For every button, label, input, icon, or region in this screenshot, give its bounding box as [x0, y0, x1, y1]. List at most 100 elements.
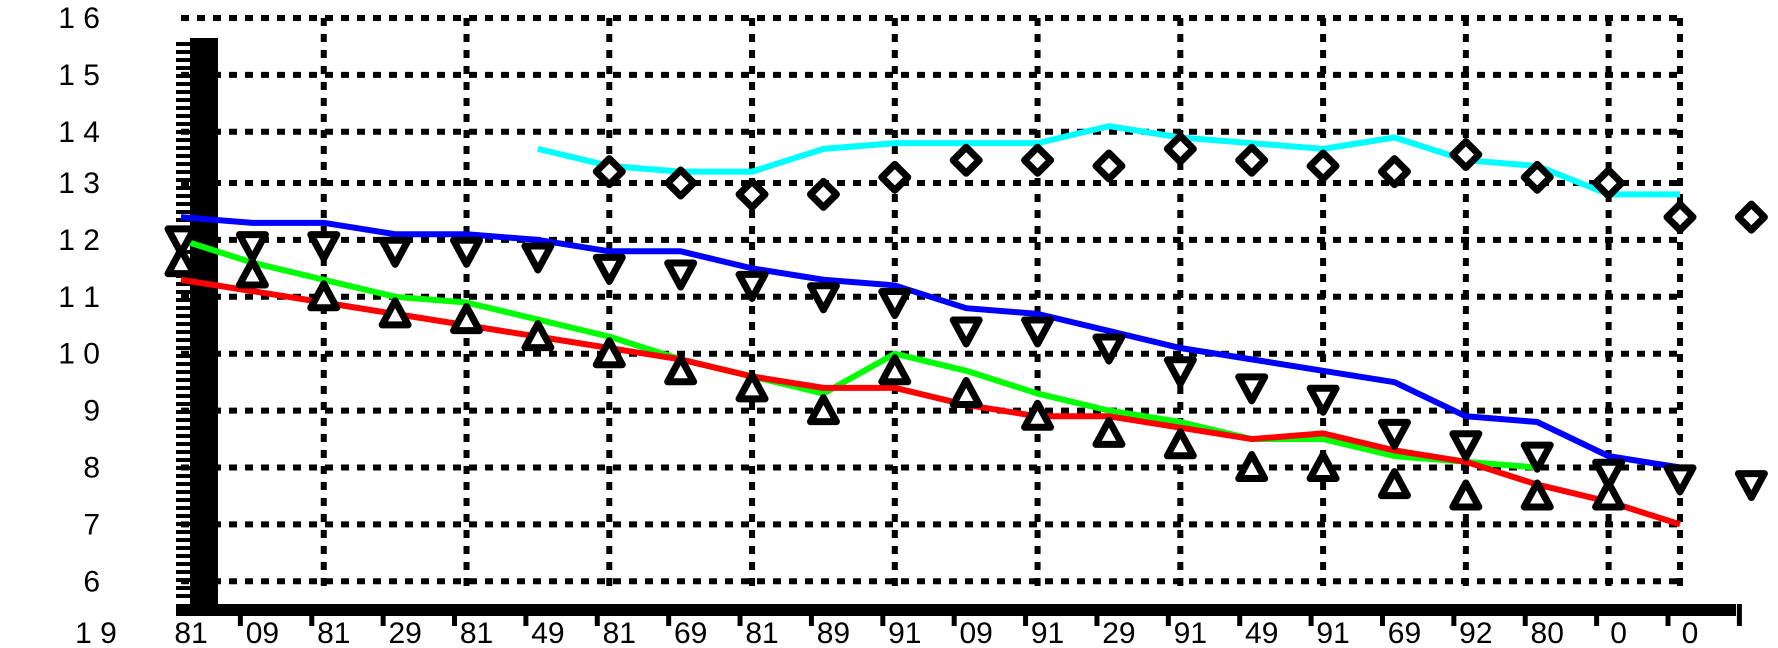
diamond-marker [1734, 200, 1768, 234]
grid [181, 15, 1683, 587]
triangle-up-marker [664, 354, 698, 386]
triangle-up-marker [1520, 479, 1554, 511]
triangle-up-marker [1377, 468, 1411, 500]
triangle-up-marker [1021, 399, 1055, 431]
triangle-down-marker [1163, 356, 1197, 388]
x-tick-label: 81 [174, 617, 207, 648]
red-series-line [180, 276, 1681, 528]
triangle-down-marker [1663, 464, 1697, 496]
x-tick-label: 81 [745, 617, 778, 648]
y-tick-label: 7 [83, 508, 100, 541]
x-tick-label: 29 [1102, 617, 1135, 648]
triangle-up-marker [1306, 451, 1340, 483]
x-tick-label: 80 [1531, 617, 1564, 648]
triangle-up-marker [735, 371, 769, 403]
triangle-up-marker [1163, 428, 1197, 460]
diamond-marker [735, 177, 769, 211]
triangle-down-marker [1734, 470, 1768, 502]
axes [176, 38, 1742, 626]
triangle-up-marker [1592, 479, 1626, 511]
diamond-marker [878, 160, 912, 194]
cyan-series-line [537, 123, 1680, 198]
x-tick-label: 89 [817, 617, 850, 648]
y-tick-label: 9 [83, 395, 100, 428]
x-tick-label: 09 [960, 617, 993, 648]
x-tick-label: 09 [246, 617, 279, 648]
triangle-down-marker [1235, 373, 1269, 405]
x-tick-label: 91 [1174, 617, 1207, 648]
triangle-down-marker [1377, 418, 1411, 450]
diamond-marker [1520, 160, 1554, 194]
triangle-down-marker [1092, 333, 1126, 365]
triangle-up-marker [949, 377, 983, 409]
triangle-up-marker [1235, 451, 1269, 483]
diamond-marker [1092, 149, 1126, 183]
triangle-up-marker [307, 280, 341, 312]
triangle-down-marker [235, 231, 269, 263]
diamond-marker [1306, 149, 1340, 183]
x-tick-label: 49 [531, 617, 564, 648]
triangle-down-marker [1592, 458, 1626, 490]
y-tick-label: 6 [83, 565, 100, 598]
diamond-marker [1663, 200, 1697, 234]
y-tick-label: 1 4 [58, 116, 100, 149]
diamond-marker [949, 143, 983, 177]
series [180, 123, 1681, 528]
x-tick-label: 0 [1610, 617, 1627, 648]
x-tick-label: 0 [1682, 617, 1699, 648]
diamond-marker [1021, 143, 1055, 177]
triangle-down-marker [164, 225, 198, 257]
diamond-marker [664, 166, 698, 200]
triangle-up-marker [592, 337, 626, 369]
triangle-down-marker [450, 236, 484, 268]
y-tick-label: 1 2 [58, 224, 100, 257]
diamond-marker [1235, 143, 1269, 177]
x-tick-label: 91 [1316, 617, 1349, 648]
blue-series-line [180, 214, 1681, 471]
y-tick-label: 1 1 [58, 281, 100, 314]
triangle-up-marker [378, 297, 412, 329]
triangle-down-marker [1306, 384, 1340, 416]
y-axis-line [190, 38, 218, 608]
diamond-marker [806, 177, 840, 211]
diamond-marker [1377, 155, 1411, 189]
triangle-down-marker [378, 236, 412, 268]
triangle-down-marker [949, 316, 983, 348]
triangle-down-marker [592, 253, 626, 285]
y-tick-label: 8 [83, 452, 100, 485]
diamond-marker [1163, 132, 1197, 166]
x-tick-label: 81 [317, 617, 350, 648]
x-tick-label: 91 [888, 617, 921, 648]
triangle-down-marker [1520, 441, 1554, 473]
x-tick-label: 69 [674, 617, 707, 648]
triangle-down-marker [878, 288, 912, 319]
x-tick-label: 1 9 [75, 617, 117, 648]
diamond-marker [592, 155, 626, 189]
y-tick-label: 1 3 [58, 167, 100, 200]
diamond-marker [1592, 166, 1626, 200]
triangle-up-marker [521, 320, 555, 352]
triangle-up-marker [235, 257, 269, 289]
x-tick-label: 81 [603, 617, 636, 648]
x-tick-label: 49 [1245, 617, 1278, 648]
triangle-down-marker [806, 282, 840, 314]
triangle-up-marker [1449, 479, 1483, 511]
triangle-up-marker [450, 303, 484, 335]
triangle-down-marker [307, 231, 341, 263]
x-tick-label: 91 [1031, 617, 1064, 648]
x-tick-label: 92 [1459, 617, 1492, 648]
triangle-down-marker [1021, 316, 1055, 348]
triangle-down-marker [1449, 430, 1483, 462]
triangle-up-marker [806, 394, 840, 426]
diamond-marker [1449, 138, 1483, 172]
green-series-line [180, 237, 1538, 471]
markers [164, 132, 1768, 511]
triangle-down-marker [735, 270, 769, 302]
x-tick-label: 29 [388, 617, 421, 648]
triangle-up-marker [164, 246, 198, 278]
x-tick-label: 81 [460, 617, 493, 648]
x-tick-label: 69 [1388, 617, 1421, 648]
triangle-up-marker [1092, 416, 1126, 448]
